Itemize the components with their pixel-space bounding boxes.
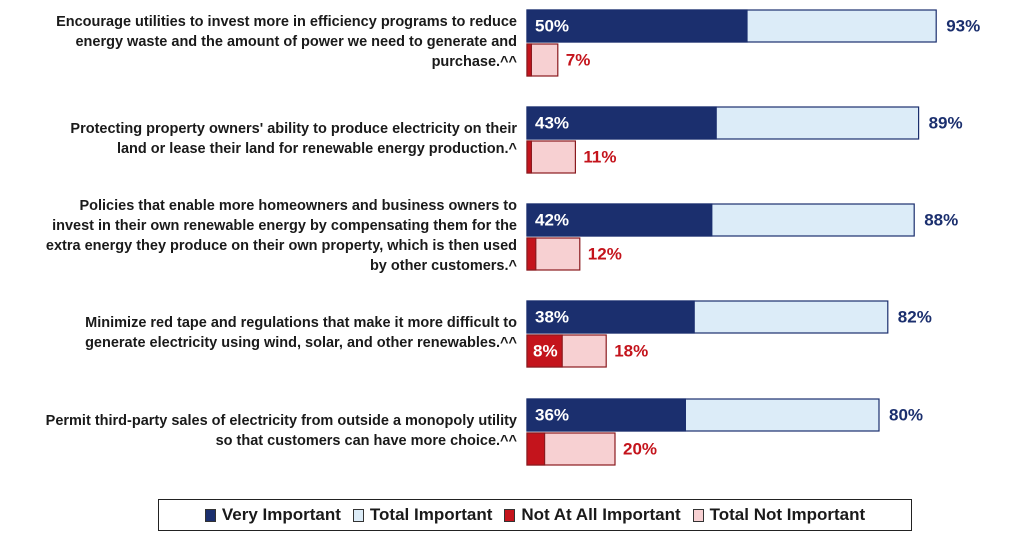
category-label-line: invest in their own renewable energy by … [52, 218, 517, 234]
bar-not-at-all-important [526, 334, 563, 368]
bar-total-not-important [526, 43, 559, 77]
legend-item-very-important: Very Important [204, 505, 341, 525]
data-label-very-important: 50% [535, 17, 569, 36]
legend-swatch-not-at-all-important [504, 508, 516, 522]
data-label-total-not-important: 12% [588, 245, 622, 264]
category-label-line: extra energy they produce on their own p… [45, 238, 517, 254]
legend-label-very-important: Very Important [221, 505, 341, 524]
legend-swatch-very-important [204, 508, 216, 522]
category-label-line: energy waste and the amount of power we … [75, 34, 517, 50]
bar-very-important [526, 106, 717, 140]
legend: Very Important Total Important Not At Al… [158, 499, 912, 531]
category-label-line: Protecting property owners' ability to p… [70, 121, 517, 137]
data-label-not-at-all-important: 8% [533, 342, 558, 361]
category-label: Permit third-party sales of electricity … [0, 411, 517, 451]
data-label-total-not-important: 20% [623, 440, 657, 459]
bar-very-important [526, 300, 695, 334]
legend-item-total-important: Total Important [352, 505, 493, 525]
legend-label-total-important: Total Important [369, 505, 493, 524]
category-label-line: Encourage utilities to invest more in ef… [56, 14, 517, 30]
legend-swatch-total-not-important [692, 508, 704, 522]
data-label-very-important: 38% [535, 308, 569, 327]
legend-swatch-total-important [352, 508, 364, 522]
category-label-line: purchase.^^ [431, 54, 517, 70]
category-label: Policies that enable more homeowners and… [0, 196, 517, 276]
data-label-total-not-important: 18% [614, 342, 648, 361]
legend-label-total-not-important: Total Not Important [709, 505, 866, 524]
bar-very-important [526, 9, 748, 43]
data-label-total-important: 89% [929, 114, 963, 133]
legend-item-not-at-all-important: Not At All Important [504, 505, 681, 525]
category-label: Protecting property owners' ability to p… [0, 119, 517, 159]
bar-very-important [526, 203, 713, 237]
category-label-line: generate electricity using wind, solar, … [85, 335, 517, 351]
bar-not-at-all-important [526, 432, 546, 466]
category-label-line: Permit third-party sales of electricity … [45, 413, 517, 429]
legend-label-not-at-all-important: Not At All Important [521, 505, 681, 524]
bar-total-not-important [526, 140, 577, 174]
category-label-line: Minimize red tape and regulations that m… [85, 315, 517, 331]
bar-not-at-all-important [526, 43, 533, 77]
data-label-very-important: 43% [535, 114, 569, 133]
category-label-line: Policies that enable more homeowners and… [79, 198, 517, 214]
data-label-very-important: 36% [535, 406, 569, 425]
category-label-line: so that customers can have more choice.^… [215, 433, 517, 449]
category-label: Encourage utilities to invest more in ef… [0, 12, 517, 72]
category-label-line: land or lease their land for renewable e… [116, 141, 517, 157]
bar-very-important [526, 398, 686, 432]
data-label-total-important: 80% [889, 406, 923, 425]
data-label-total-not-important: 11% [583, 148, 616, 167]
data-label-very-important: 42% [535, 211, 569, 230]
category-label-line: by other customers.^ [369, 258, 517, 274]
legend-item-total-not-important: Total Not Important [692, 505, 866, 525]
category-label: Minimize red tape and regulations that m… [0, 313, 517, 353]
data-label-total-important: 93% [946, 17, 980, 36]
data-label-total-important: 82% [898, 308, 932, 327]
data-label-total-not-important: 7% [566, 51, 591, 70]
bar-not-at-all-important [526, 140, 533, 174]
data-label-total-important: 88% [924, 211, 958, 230]
bar-not-at-all-important [526, 237, 537, 271]
